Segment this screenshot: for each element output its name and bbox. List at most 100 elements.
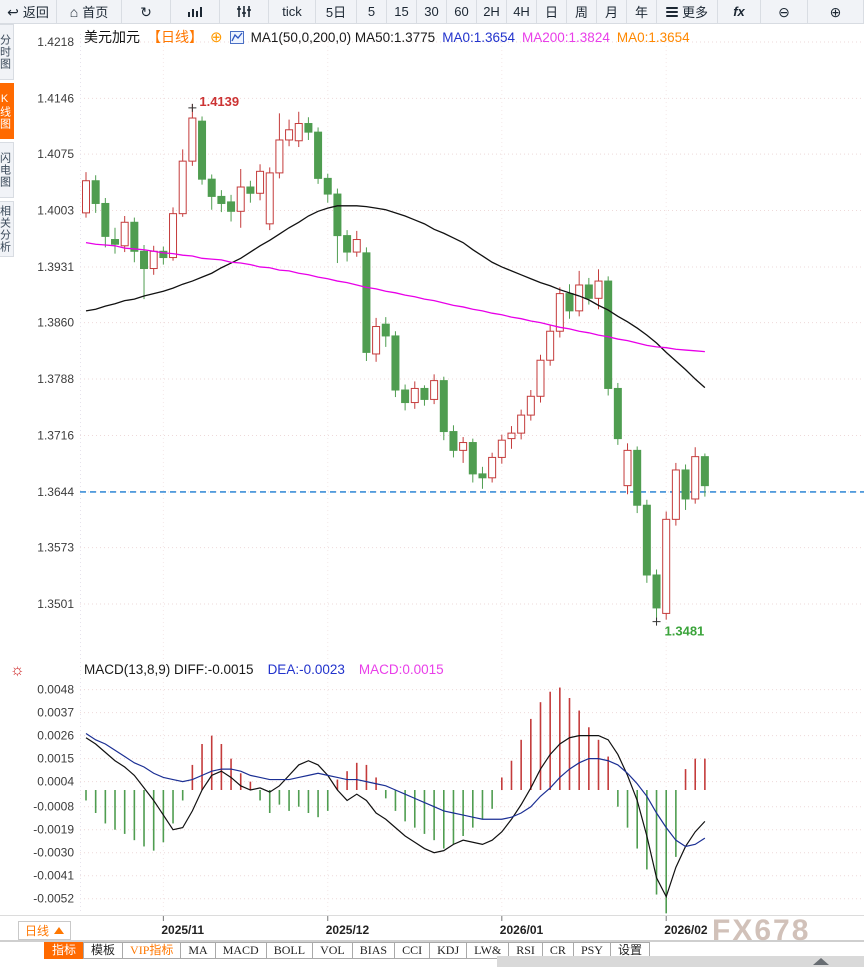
candle-body <box>381 323 390 337</box>
home-button[interactable]: ⌂ 首页 <box>57 0 122 23</box>
zoom-out-icon: ⊖ <box>778 3 790 20</box>
period-15m[interactable]: 15 <box>387 0 417 23</box>
candle-body <box>691 456 700 500</box>
sidebar-tab-kline[interactable]: K线图 <box>0 83 14 139</box>
chart-style-button[interactable] <box>171 0 220 23</box>
dea-value: DEA:-0.0023 <box>267 662 345 677</box>
candle-body <box>120 221 129 247</box>
y-axis-label: 1.3573 <box>37 541 74 555</box>
y-axis-label: 1.4003 <box>37 204 74 218</box>
zoom-in-button[interactable]: ⊕ <box>808 0 864 23</box>
candle-body <box>294 123 303 142</box>
indicator-tab-VOL[interactable]: VOL <box>312 941 353 959</box>
indicator-tab-BOLL[interactable]: BOLL <box>265 941 314 959</box>
macd-dea-line <box>85 733 706 848</box>
period-label: 日 <box>544 5 558 20</box>
candle-body <box>333 193 342 237</box>
indicator-tab-指标[interactable]: 指标 <box>44 941 85 959</box>
add-indicator-icon[interactable]: ⊕ <box>210 28 223 46</box>
period-tick[interactable]: tick <box>269 0 316 23</box>
candle-body <box>169 213 178 259</box>
sidebar-tab-timeline[interactable]: 分时图 <box>0 24 14 80</box>
sidebar-tab-lightning[interactable]: 闪电图 <box>0 142 14 198</box>
macd-value: MACD:0.0015 <box>358 662 444 677</box>
refresh-icon: ↻ <box>140 3 152 20</box>
period-60m[interactable]: 60 <box>447 0 477 23</box>
period-label: 周 <box>574 5 588 20</box>
candle-body <box>594 280 603 299</box>
indicator-tab-模板[interactable]: 模板 <box>83 941 124 959</box>
y-axis-label: 1.4146 <box>37 91 74 105</box>
candle-body <box>459 442 468 451</box>
period-label: 月 <box>604 5 618 20</box>
indicator-tab-VIP指标[interactable]: VIP指标 <box>122 941 182 959</box>
period-month[interactable]: 月 <box>597 0 627 23</box>
indicator-tab-MACD[interactable]: MACD <box>214 941 267 959</box>
x-axis-label: 2025/12 <box>326 923 370 937</box>
candle-body <box>401 389 410 404</box>
sidebar-tab-label: 分时图 <box>0 34 11 70</box>
expand-panel-icon[interactable] <box>813 958 829 965</box>
period-4h[interactable]: 4H <box>507 0 537 23</box>
more-button[interactable]: 更多 <box>657 0 718 23</box>
refresh-button[interactable]: ↻ <box>122 0 171 23</box>
volume-profile-button[interactable] <box>220 0 269 23</box>
candle-body <box>304 123 313 133</box>
period-selector-button[interactable]: 日线 <box>18 921 72 940</box>
y-axis-label: 1.3644 <box>37 485 74 499</box>
candle-body <box>391 335 400 391</box>
indicator-tab-RSI[interactable]: RSI <box>508 941 543 959</box>
candle-body <box>188 117 197 162</box>
candle-body <box>236 186 245 212</box>
candle-body <box>91 180 100 204</box>
candle-body <box>584 284 593 299</box>
candle-body <box>700 456 709 487</box>
bar-chart-icon <box>188 7 202 17</box>
period-label: 2H <box>483 4 500 19</box>
period-day[interactable]: 日 <box>537 0 567 23</box>
indicator-tab-KDJ[interactable]: KDJ <box>429 941 468 959</box>
low-marker <box>652 617 661 626</box>
indicator-tab-LW&[interactable]: LW& <box>466 941 510 959</box>
candle-body <box>642 504 651 576</box>
x-axis-label: 2026/02 <box>664 923 708 937</box>
high-annotation: 1.4139 <box>199 94 239 109</box>
macd-axis-label: 0.0037 <box>37 706 74 720</box>
period-30m[interactable]: 30 <box>417 0 447 23</box>
candle-body <box>207 178 216 197</box>
triangle-up-icon <box>54 927 65 934</box>
ma-settings-label: MA1(50,0,200,0) MA50:1.3775 <box>250 29 436 45</box>
sidebar-tab-analysis[interactable]: 相关分析 <box>0 201 14 257</box>
indicator-settings-icon[interactable]: ☼ <box>10 662 25 679</box>
bottom-scroll-strip[interactable] <box>497 956 864 967</box>
ma50-line <box>85 205 706 389</box>
candle-body <box>430 380 439 400</box>
hamburger-icon <box>665 5 678 19</box>
candle-body <box>652 574 661 609</box>
home-label: 首页 <box>82 5 109 20</box>
period-year[interactable]: 年 <box>627 0 657 23</box>
candle-body <box>149 250 158 270</box>
candle-body <box>343 235 352 253</box>
indicator-tab-BIAS[interactable]: BIAS <box>351 941 396 959</box>
back-icon: ↩ <box>7 3 19 20</box>
candle-body <box>410 387 419 404</box>
period-2h[interactable]: 2H <box>477 0 507 23</box>
formula-button[interactable]: fx <box>718 0 761 23</box>
indicator-tab-CCI[interactable]: CCI <box>394 941 431 959</box>
back-button[interactable]: ↩ 返回 <box>0 0 57 23</box>
candle-body <box>546 330 555 361</box>
period-5m[interactable]: 5 <box>357 0 387 23</box>
candle-body <box>130 221 139 252</box>
period-5d[interactable]: 5日 <box>316 0 357 23</box>
candle-body <box>565 293 574 312</box>
zoom-out-button[interactable]: ⊖ <box>761 0 808 23</box>
period-week[interactable]: 周 <box>567 0 597 23</box>
sidebar-tab-label: 闪电图 <box>0 152 11 188</box>
period-label: 5 <box>367 4 376 19</box>
candle-body <box>111 239 120 245</box>
indicator-tab-MA[interactable]: MA <box>180 941 216 959</box>
macd-axis-label: 0.0048 <box>37 683 74 697</box>
ma0-orange-value: MA0:1.3654 <box>616 29 690 45</box>
